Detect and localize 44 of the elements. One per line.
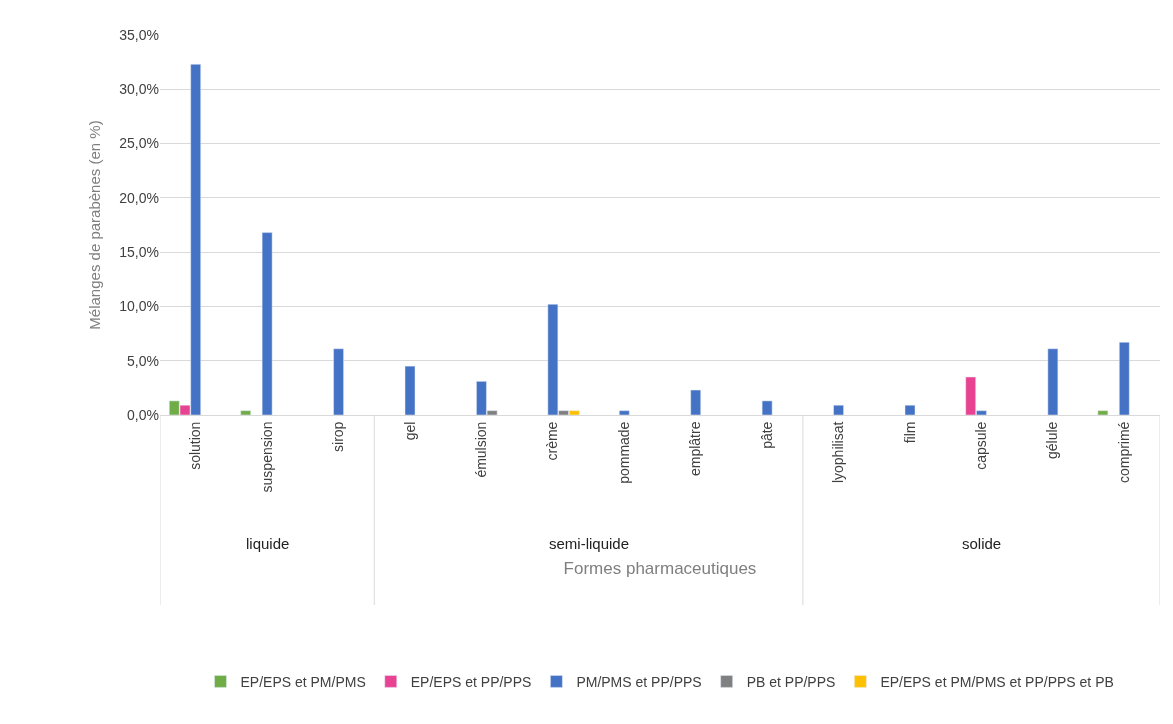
bar bbox=[690, 389, 701, 415]
y-tick-label: 25,0% bbox=[119, 135, 159, 152]
x-tick-label: suspension bbox=[258, 421, 275, 493]
x-tick-label: film bbox=[901, 421, 918, 444]
bar bbox=[1047, 348, 1059, 415]
bar bbox=[833, 404, 844, 415]
legend-label: EP/EPS et PP/PPS bbox=[410, 673, 532, 690]
text: solide bbox=[962, 535, 1002, 552]
x-tick-label: gel bbox=[401, 421, 418, 441]
y-tick-label: 35,0% bbox=[119, 26, 159, 43]
x-tick-label: pommade bbox=[615, 421, 632, 484]
x-tick-label: sirop bbox=[330, 421, 347, 452]
y-tick-label: 0,0% bbox=[127, 406, 159, 423]
x-axis-title: Formes pharmaceutiques bbox=[563, 558, 757, 578]
x-tick-label: gélule bbox=[1044, 421, 1061, 459]
y-tick-label: 30,0% bbox=[119, 81, 159, 98]
bar bbox=[619, 410, 630, 415]
bar bbox=[261, 232, 273, 415]
y-tick-label: 20,0% bbox=[119, 189, 159, 206]
legend-label: PM/PMS et PP/PPS bbox=[576, 673, 702, 690]
bar bbox=[1119, 342, 1130, 415]
x-tick-label: lyophilisat bbox=[830, 421, 847, 484]
bar bbox=[240, 410, 251, 415]
legend-label: EP/EPS et PM/PMS et PP/PPS et PB bbox=[880, 673, 1114, 690]
text: semi-liquide bbox=[549, 535, 630, 552]
y-tick-label: 10,0% bbox=[119, 298, 159, 315]
bar bbox=[904, 404, 916, 415]
x-tick-label: crème bbox=[544, 421, 561, 461]
bar bbox=[761, 400, 773, 415]
x-tick-label: emplâtre bbox=[687, 421, 704, 477]
x-tick-label: solution bbox=[187, 421, 204, 470]
legend-label: PB et PP/PPS bbox=[746, 673, 836, 690]
x-tick-label: comprimé bbox=[1115, 421, 1132, 484]
bar bbox=[1097, 410, 1109, 415]
y-axis-title: Mélanges de parabènes (en %) bbox=[85, 120, 103, 330]
x-tick-label: émulsion bbox=[472, 421, 489, 478]
x-tick-label: pâte bbox=[758, 421, 775, 449]
bar bbox=[404, 365, 416, 415]
legend-label: EP/EPS et PM/PMS bbox=[240, 673, 366, 690]
y-tick-label: 15,0% bbox=[119, 244, 159, 261]
text: liquide bbox=[246, 535, 290, 552]
y-tick-label: 5,0% bbox=[127, 352, 159, 369]
bar bbox=[333, 348, 344, 415]
x-tick-label: capsule bbox=[972, 421, 989, 470]
